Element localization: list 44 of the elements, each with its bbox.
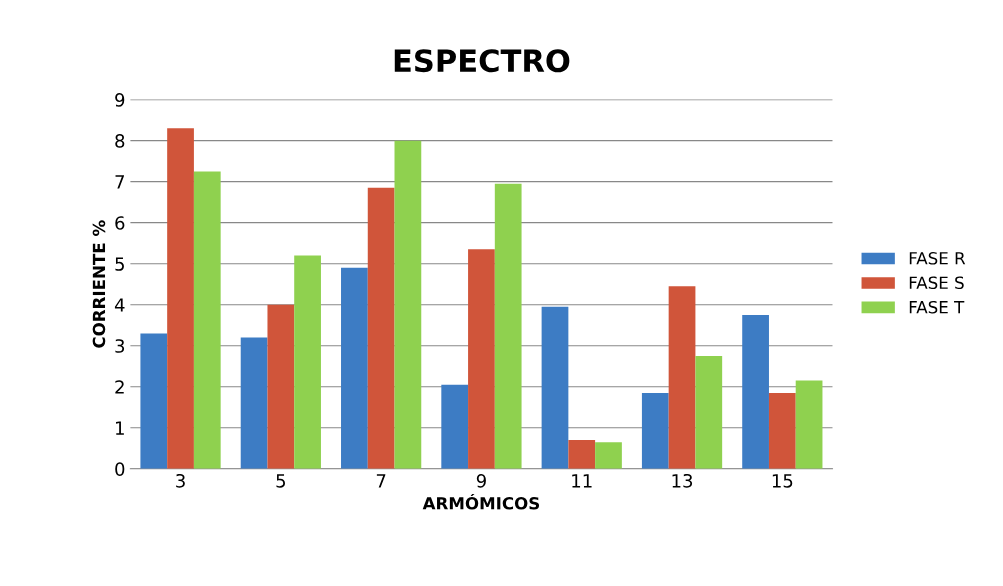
bar bbox=[267, 304, 295, 469]
x-tick-label: 11 bbox=[572, 474, 592, 488]
bar bbox=[167, 128, 194, 469]
bar bbox=[595, 442, 622, 469]
y-tick-label: 8 bbox=[115, 134, 125, 148]
y-tick-label: 6 bbox=[115, 216, 125, 230]
bar bbox=[742, 314, 769, 469]
y-tick-label: 0 bbox=[115, 462, 125, 476]
bar bbox=[341, 267, 368, 469]
y-tick-label: 1 bbox=[116, 421, 124, 435]
y-tick-label: 3 bbox=[115, 339, 125, 353]
x-tick-label: 3 bbox=[176, 473, 185, 488]
x-tick-label: 9 bbox=[476, 473, 486, 488]
legend-label: FASE T bbox=[909, 300, 965, 314]
x-tick-label: 5 bbox=[276, 474, 286, 488]
y-tick-label: 9 bbox=[115, 93, 125, 107]
y-tick-label: 4 bbox=[114, 298, 125, 312]
bar bbox=[367, 187, 395, 469]
bar bbox=[494, 183, 522, 469]
bar bbox=[240, 337, 268, 469]
x-tick-label: 13 bbox=[672, 473, 693, 488]
bar bbox=[641, 392, 669, 469]
y-tick-label: 7 bbox=[115, 175, 124, 189]
bar bbox=[193, 171, 221, 469]
x-tick-label: 7 bbox=[376, 474, 386, 488]
bar bbox=[541, 306, 569, 469]
x-tick-label: 15 bbox=[772, 474, 793, 488]
bar bbox=[294, 255, 321, 469]
bar bbox=[668, 286, 696, 469]
legend-label: FASE R bbox=[909, 251, 966, 265]
y-tick-label: 5 bbox=[115, 257, 124, 271]
bar bbox=[568, 440, 596, 469]
chart-title: ESPECTRO bbox=[394, 49, 570, 73]
bar bbox=[795, 380, 823, 469]
bar bbox=[768, 392, 796, 469]
x-axis-title: ARMÓMICOS bbox=[422, 493, 540, 510]
legend-label: FASE S bbox=[909, 276, 964, 290]
bar bbox=[140, 333, 168, 469]
bar bbox=[394, 140, 422, 469]
bar bbox=[695, 355, 723, 469]
y-tick-label: 2 bbox=[115, 380, 124, 394]
bar bbox=[441, 384, 469, 469]
y-axis-title: CORRIENTE % bbox=[92, 220, 106, 348]
bar bbox=[468, 249, 495, 469]
